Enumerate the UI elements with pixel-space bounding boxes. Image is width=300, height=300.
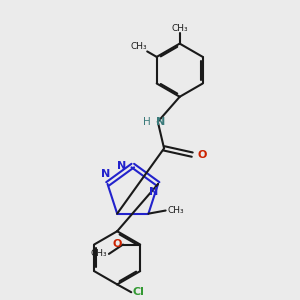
- Text: O: O: [198, 150, 207, 160]
- Text: N: N: [149, 187, 158, 197]
- Text: CH₃: CH₃: [91, 249, 107, 258]
- Text: CH₃: CH₃: [167, 206, 184, 215]
- Text: O: O: [112, 239, 122, 249]
- Text: CH₃: CH₃: [171, 24, 188, 33]
- Text: Cl: Cl: [133, 287, 145, 297]
- Text: N: N: [117, 160, 127, 171]
- Text: CH₃: CH₃: [130, 42, 147, 51]
- Text: N: N: [156, 117, 166, 127]
- Text: N: N: [101, 169, 111, 179]
- Text: H: H: [143, 117, 151, 127]
